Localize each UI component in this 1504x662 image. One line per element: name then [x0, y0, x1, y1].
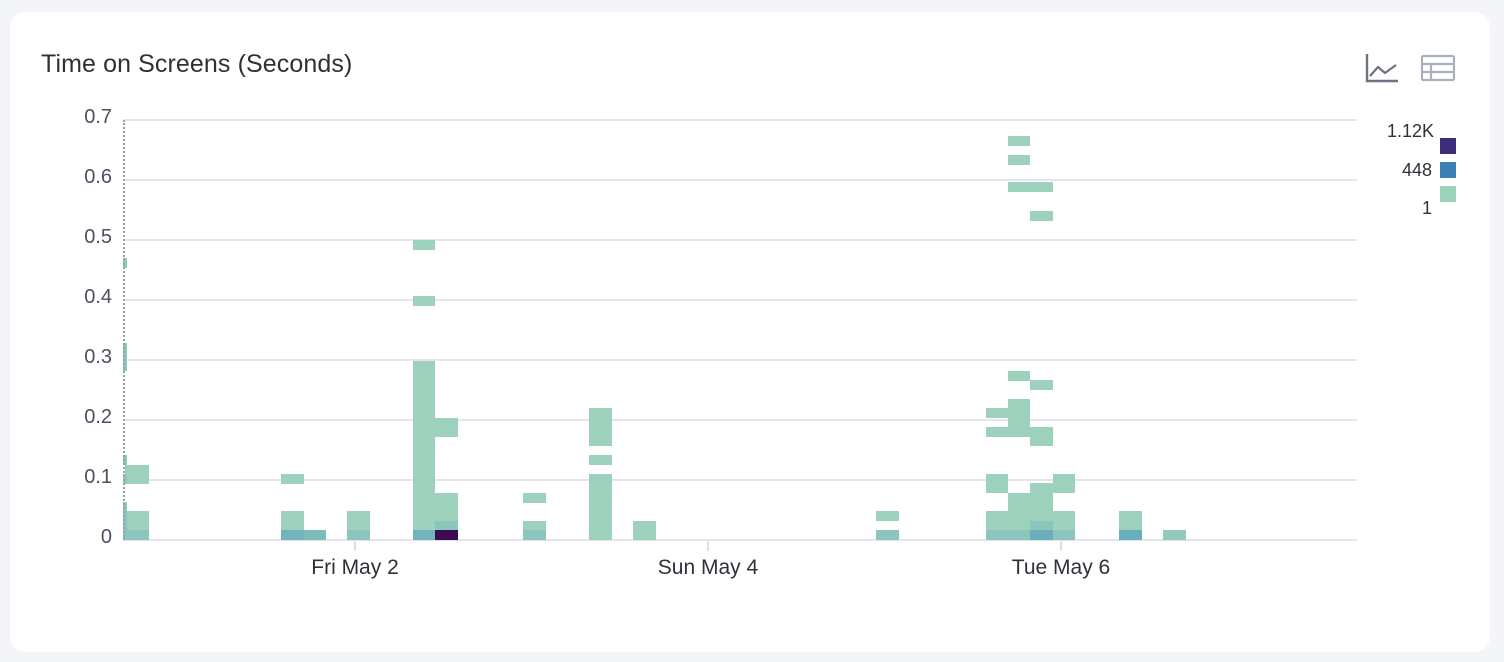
- heatmap-cell[interactable]: [1053, 530, 1075, 540]
- heatmap-cell[interactable]: [1030, 530, 1053, 540]
- heatmap-cell[interactable]: [304, 530, 326, 540]
- heatmap-cell[interactable]: [523, 493, 546, 503]
- y-tick-label: 0.1: [84, 466, 112, 488]
- heatmap-cell[interactable]: [876, 511, 899, 521]
- x-tick: [1060, 541, 1062, 551]
- heatmap-cell[interactable]: [347, 511, 370, 530]
- heatmap-cell[interactable]: [435, 493, 458, 521]
- heatmap-cell[interactable]: [1030, 427, 1053, 446]
- current-time-marker: [123, 120, 125, 540]
- heatmap-cell[interactable]: [986, 530, 1008, 540]
- heatmap-cell[interactable]: [986, 427, 1008, 437]
- heatmap-cell[interactable]: [435, 418, 458, 437]
- heatmap-cell[interactable]: [125, 511, 149, 530]
- heatmap-cell[interactable]: [1053, 474, 1075, 493]
- gridline: [123, 359, 1357, 361]
- heatmap-cell[interactable]: [1030, 211, 1053, 221]
- heatmap-cell[interactable]: [876, 530, 899, 540]
- y-tick-label: 0.4: [84, 286, 112, 308]
- heatmap-cell[interactable]: [413, 530, 435, 540]
- legend-max-label: 1.12K: [1386, 121, 1434, 141]
- heatmap-cell[interactable]: [347, 530, 370, 540]
- heatmap-cell[interactable]: [125, 465, 149, 484]
- y-tick-label: 0: [100, 526, 112, 548]
- heatmap-cell[interactable]: [435, 530, 458, 540]
- x-tick: [707, 541, 709, 551]
- gridline: [123, 239, 1357, 241]
- y-tick-label: 0.2: [84, 406, 112, 428]
- legend-min-label: 1: [1421, 198, 1432, 218]
- heatmap-cell[interactable]: [123, 258, 127, 268]
- heatmap-cell[interactable]: [589, 474, 612, 540]
- heatmap-cell[interactable]: [281, 530, 304, 540]
- heatmap-cell[interactable]: [281, 474, 304, 484]
- heatmap-cell[interactable]: [589, 455, 612, 465]
- heatmap-cell[interactable]: [633, 521, 656, 540]
- heatmap-cell[interactable]: [986, 474, 1008, 493]
- heatmap-cell[interactable]: [1008, 493, 1030, 530]
- legend-swatch-mid: [1440, 162, 1456, 178]
- heatmap-cell[interactable]: [986, 408, 1008, 418]
- heatmap-cell[interactable]: [413, 240, 435, 250]
- gridline: [123, 479, 1357, 481]
- heatmap-cell[interactable]: [1008, 399, 1030, 437]
- heatmap-cell[interactable]: [123, 343, 127, 371]
- heatmap-cell[interactable]: [1008, 155, 1030, 165]
- chart-title: Time on Screens (Seconds): [41, 50, 353, 78]
- y-tick-label: 0.7: [84, 106, 112, 128]
- x-tick: [354, 541, 356, 551]
- chart-card: [10, 12, 1490, 652]
- heatmap-cell[interactable]: [413, 296, 435, 306]
- x-tick-label: Fri May 2: [311, 556, 399, 579]
- heatmap-cell[interactable]: [123, 474, 127, 484]
- heatmap-cell[interactable]: [589, 408, 612, 446]
- heatmap-cell[interactable]: [435, 521, 458, 530]
- heatmap-cell[interactable]: [1008, 136, 1030, 146]
- y-tick-label: 0.5: [84, 226, 112, 248]
- gridline: [123, 299, 1357, 301]
- heatmap-cell[interactable]: [1030, 483, 1053, 521]
- legend-swatch-high: [1440, 138, 1456, 154]
- heatmap-cell[interactable]: [123, 455, 127, 465]
- heatmap-cell[interactable]: [123, 502, 127, 539]
- heatmap-cell[interactable]: [1008, 530, 1030, 540]
- heatmap-cell[interactable]: [125, 530, 149, 540]
- line-chart-icon[interactable]: [1364, 52, 1400, 84]
- y-tick-label: 0.6: [84, 166, 112, 188]
- heatmap-cell[interactable]: [1030, 521, 1053, 530]
- heatmap-cell[interactable]: [413, 361, 435, 530]
- legend-mid-label: 448: [1401, 160, 1432, 180]
- heatmap-cell[interactable]: [1008, 371, 1030, 381]
- gridline: [123, 419, 1357, 421]
- heatmap-cell[interactable]: [1119, 530, 1142, 540]
- heatmap-cell[interactable]: [986, 511, 1008, 530]
- heatmap-cell[interactable]: [523, 530, 546, 540]
- gridline: [123, 119, 1357, 121]
- x-tick-label: Tue May 6: [1011, 556, 1111, 579]
- heatmap-cell[interactable]: [523, 521, 546, 530]
- heatmap-cell[interactable]: [1163, 530, 1186, 540]
- legend-swatch-low: [1440, 186, 1456, 202]
- x-tick-label: Sun May 4: [657, 556, 759, 579]
- heatmap-cell[interactable]: [1030, 182, 1053, 192]
- x-axis-line: [123, 539, 1357, 541]
- heatmap-cell[interactable]: [1030, 380, 1053, 390]
- y-tick-label: 0.3: [84, 346, 112, 368]
- heatmap-cell[interactable]: [1008, 182, 1030, 192]
- heatmap-cell[interactable]: [281, 511, 304, 530]
- heatmap-cell[interactable]: [1053, 511, 1075, 530]
- table-icon[interactable]: [1420, 53, 1456, 83]
- heatmap-cell[interactable]: [1119, 511, 1142, 530]
- gridline: [123, 179, 1357, 181]
